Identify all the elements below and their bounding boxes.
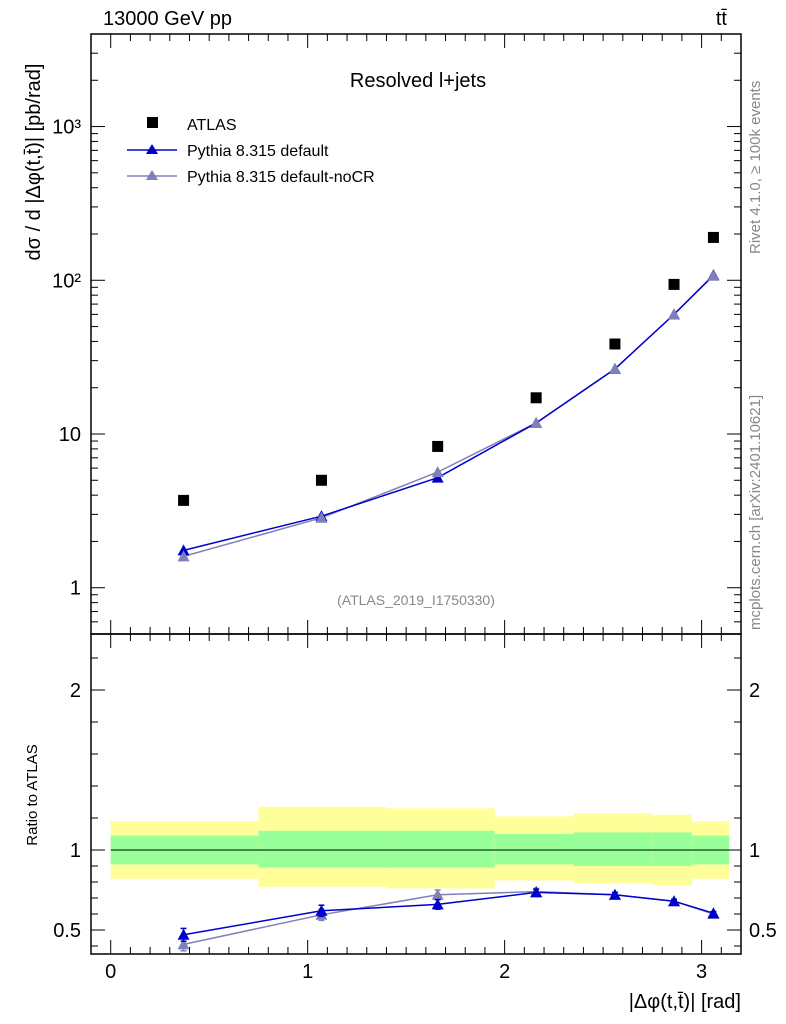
legend-label-default: Pythia 8.315 default <box>187 143 329 160</box>
x-axis-label: |Δφ(t,t̄)| [rad] <box>629 991 741 1013</box>
data-point-nocr <box>668 308 681 320</box>
analysis-id: (ATLAS_2019_I1750330) <box>337 592 495 608</box>
ratio-default-point <box>707 907 720 919</box>
x-tick-label: 2 <box>499 961 510 983</box>
legend-marker-nocr <box>146 170 158 180</box>
ratio-default-point <box>177 928 190 940</box>
data-point-atlas <box>530 392 542 404</box>
legend-label-nocr: Pythia 8.315 default-noCR <box>187 169 375 186</box>
ratio-y-tick-label: 0.5 <box>53 920 81 942</box>
data-point-atlas <box>609 338 621 350</box>
ratio-line-nocr <box>183 890 714 946</box>
side-label-rivet: Rivet 4.1.0, ≥ 100k events <box>747 81 764 254</box>
final-state-label: tt̄ <box>716 8 728 30</box>
uncertainty-band-inner <box>386 830 495 868</box>
legend-marker-atlas <box>147 117 158 128</box>
ratio-y-tick-label: 1 <box>70 840 81 862</box>
legend: ATLAS Pythia 8.315 default Pythia 8.315 … <box>127 117 375 186</box>
data-point-default <box>431 471 444 483</box>
ratio-y-tick-label-right: 0.5 <box>749 920 777 942</box>
data-point-nocr <box>431 466 444 478</box>
legend-label-atlas: ATLAS <box>187 117 237 134</box>
y-axis-label: dσ / d |Δφ(t,t̄)| [pb/rad] <box>23 64 45 261</box>
ratio-y-tick-label-right: 1 <box>749 840 760 862</box>
y-tick-label: 10 <box>59 424 81 446</box>
ratio-plot-frame <box>90 633 742 955</box>
y-tick-label: 10³ <box>52 117 81 139</box>
ratio-plot-panel: 0.5 0.5 1 1 2 2 0 1 2 3 Ratio to ATLAS |Δφ(t,t̄)|… <box>24 633 777 1013</box>
main-plot-panel: 1 10 10² 10³ Resolved l+jets (ATLAS_2019_I1… <box>23 33 742 635</box>
data-point-nocr <box>315 511 328 523</box>
data-point-atlas <box>432 440 444 452</box>
data-point-nocr <box>177 550 190 562</box>
ratio-default-point <box>668 895 681 907</box>
x-tick-label: 0 <box>105 961 116 983</box>
ratio-default-point <box>608 888 621 900</box>
data-point-nocr <box>707 269 720 281</box>
data-point-atlas <box>315 474 327 486</box>
data-point-atlas <box>178 494 190 506</box>
ratio-line-default <box>183 891 714 936</box>
uncertainty-band-inner <box>494 834 574 865</box>
ratio-default-point <box>530 886 543 898</box>
data-point-nocr <box>530 416 543 428</box>
legend-marker-default <box>146 144 158 154</box>
x-tick-label: 1 <box>302 961 313 983</box>
uncertainty-band-inner <box>258 830 387 868</box>
y-tick-label: 1 <box>70 578 81 600</box>
plot-title: Resolved l+jets <box>350 70 486 92</box>
side-label-mcplots: mcplots.cern.ch [arXiv:2401.10621] <box>747 395 764 630</box>
x-tick-label: 3 <box>696 961 707 983</box>
ratio-y-tick-label: 2 <box>70 680 81 702</box>
ratio-y-axis-label: Ratio to ATLAS <box>24 744 41 845</box>
ratio-y-tick-label-right: 2 <box>749 680 760 702</box>
data-point-default <box>177 544 190 556</box>
data-point-nocr <box>608 362 621 374</box>
series-line-default <box>183 274 714 552</box>
ratio-default-point <box>431 898 444 910</box>
y-tick-label: 10² <box>52 270 81 292</box>
uncertainty-band-inner <box>573 832 653 866</box>
series-line-nocr <box>183 275 714 558</box>
uncertainty-band-inner <box>652 832 692 866</box>
ratio-nocr-point <box>177 938 190 950</box>
data-point-atlas <box>707 231 719 243</box>
data-point-atlas <box>668 278 680 290</box>
ratio-default-point <box>315 904 328 916</box>
ratio-nocr-point <box>431 888 444 900</box>
process-label: 13000 GeV pp <box>103 8 232 30</box>
